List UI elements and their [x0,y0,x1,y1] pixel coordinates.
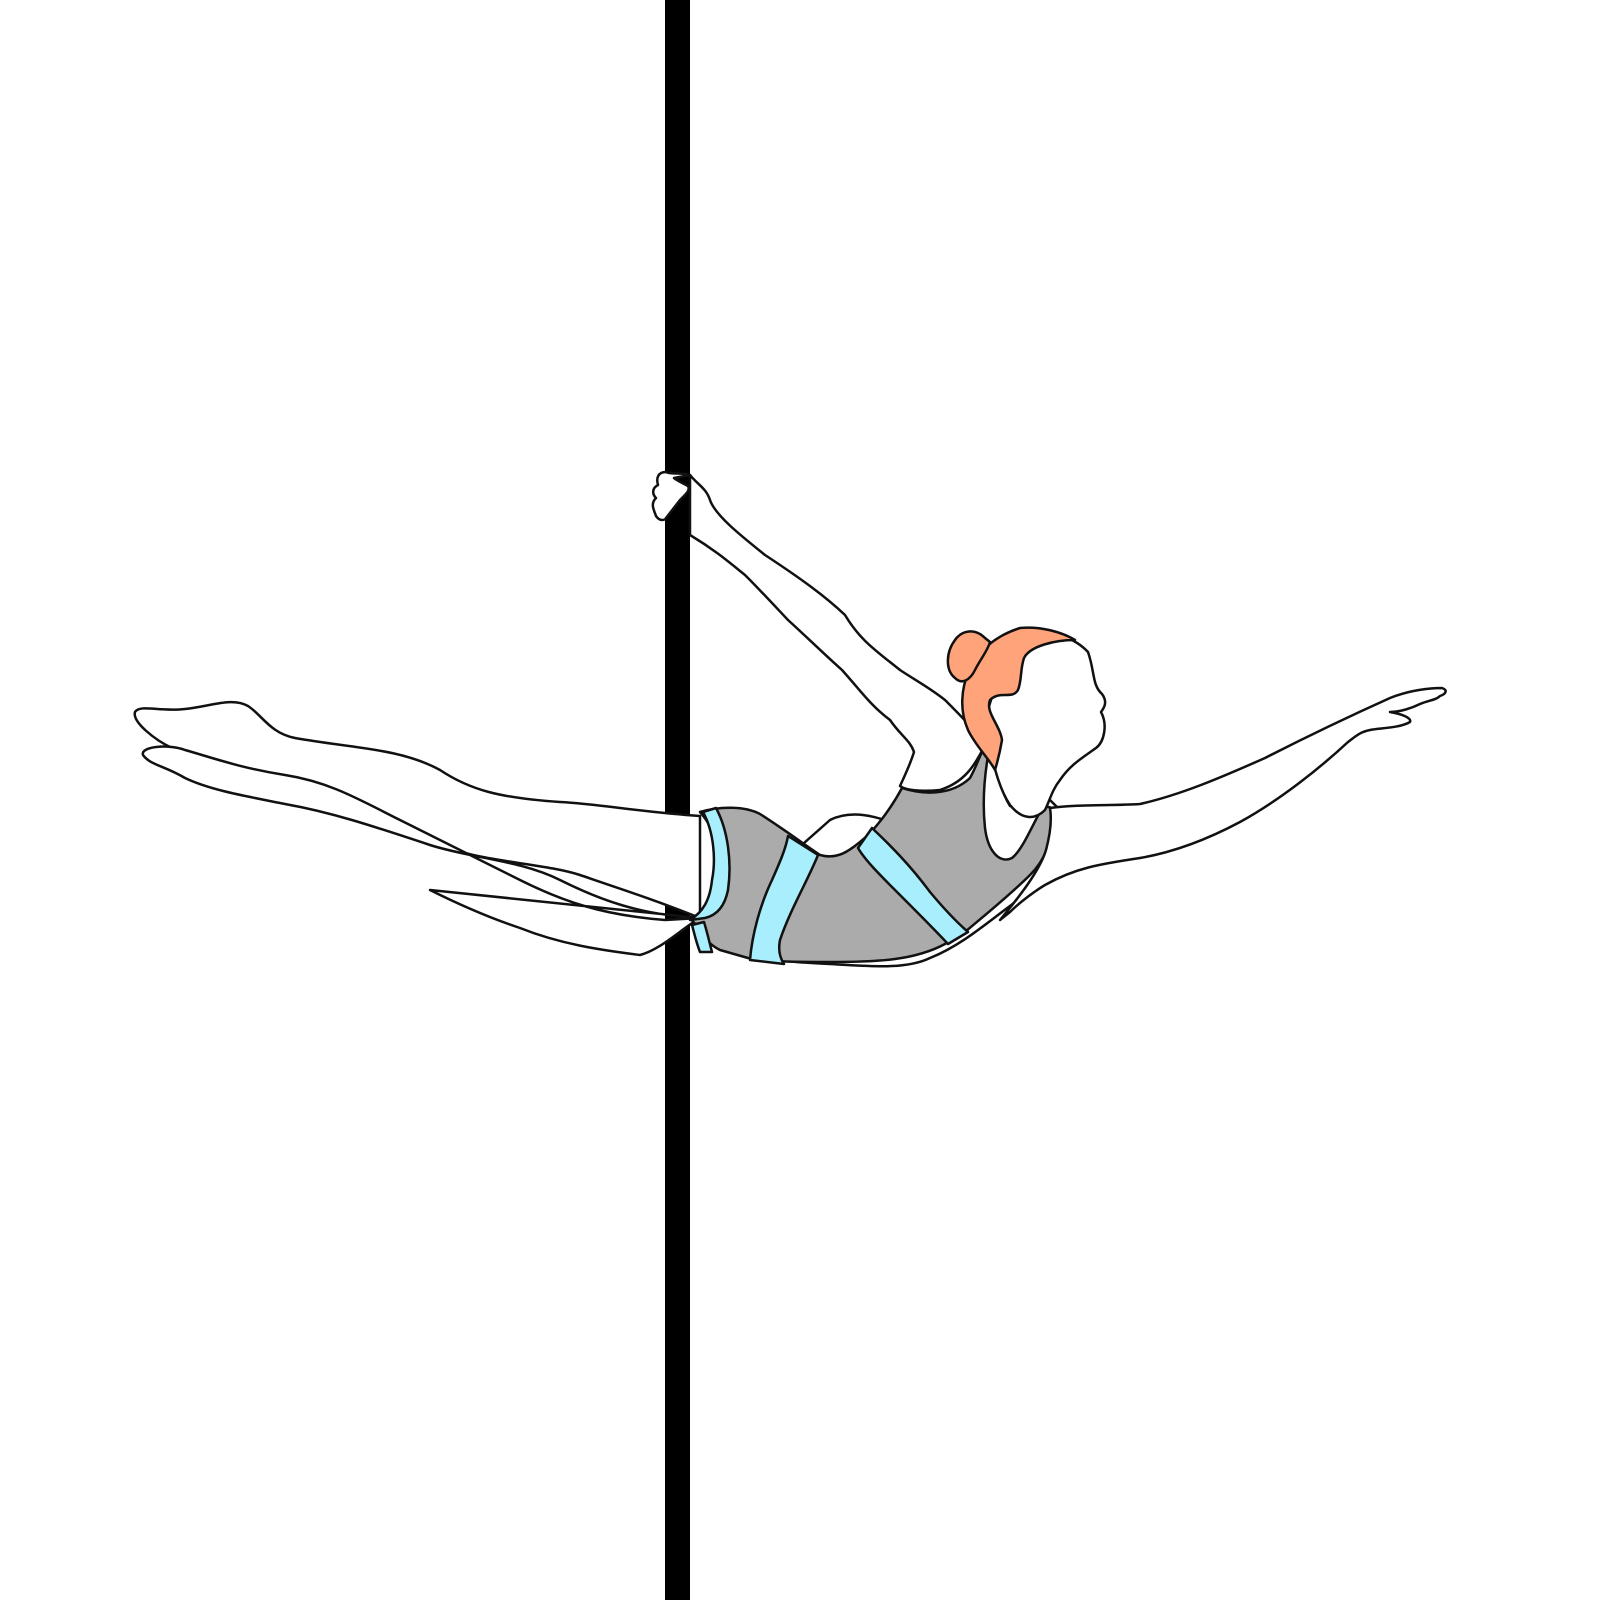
arm-on-pole [651,470,987,793]
hair-bun [946,630,992,683]
head [946,626,1107,819]
arm-extended [998,686,1447,922]
arm-upper-outline [688,473,987,793]
hand-on-pole [651,470,692,522]
torso [688,741,1102,968]
leotard-stripe-hip [688,806,731,922]
pole [665,0,690,1600]
hair [961,626,1077,772]
leotard-stripe-side [748,834,820,966]
leotard-stripe-front [856,826,970,946]
legs [133,700,702,957]
arm-extended-outline [998,686,1447,922]
leg-lower [141,745,702,957]
leotard-stripe-hip-lower [690,920,714,954]
